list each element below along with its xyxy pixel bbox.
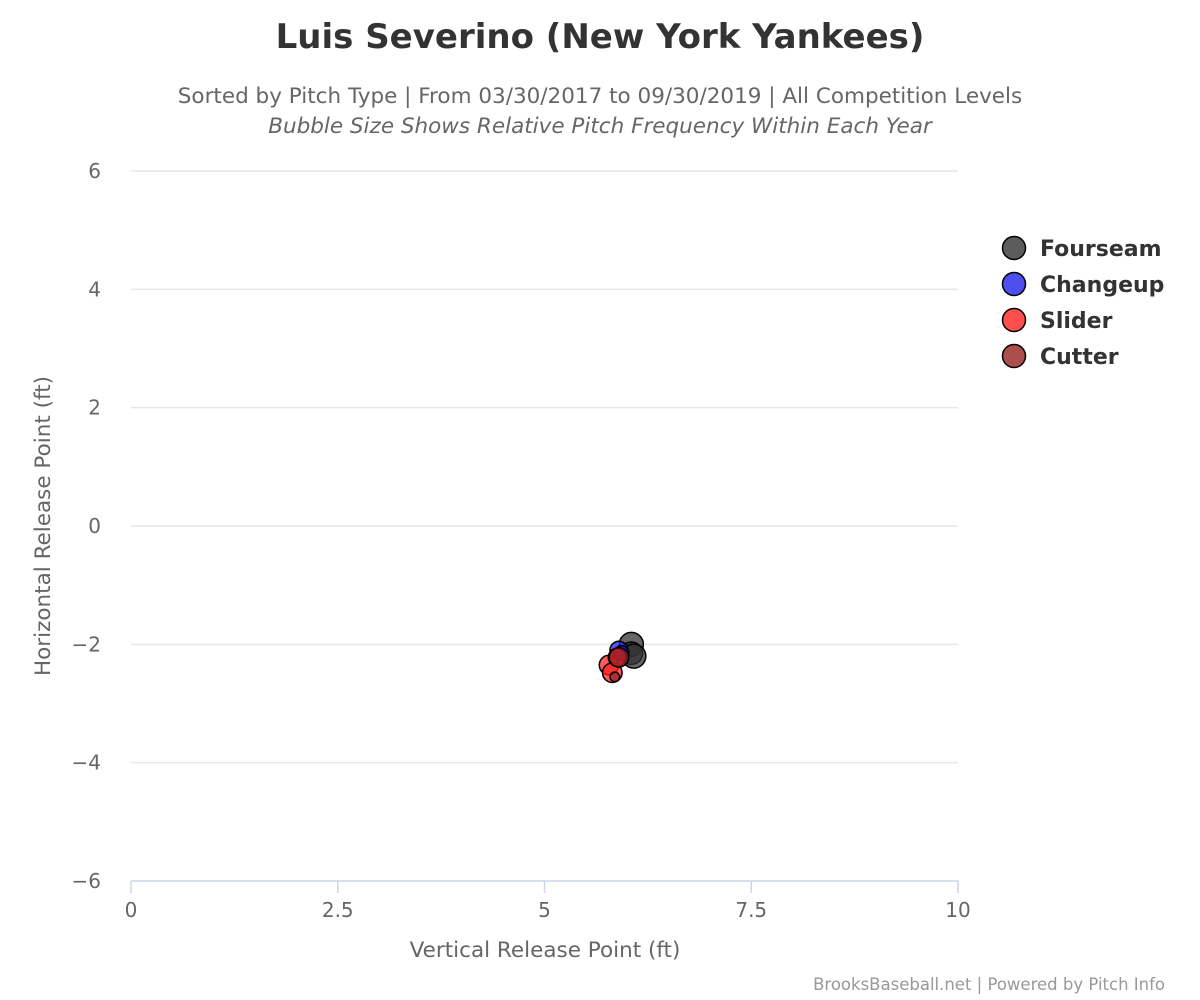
x-tick-label: 7.5	[735, 898, 767, 922]
legend-item-changeup[interactable]: Changeup	[1001, 271, 1165, 299]
y-tick-label: 6	[88, 159, 101, 183]
y-tick-label: 0	[88, 514, 101, 538]
x-tick-label: 10	[945, 898, 970, 922]
scatter-points	[598, 631, 647, 684]
x-axis-title: Vertical Release Point (ft)	[410, 938, 681, 963]
grid-lines	[131, 170, 958, 764]
legend: Fourseam Changeup Slider Cutter	[1001, 235, 1165, 371]
point-cutter-0[interactable]	[608, 646, 630, 668]
legend-marker	[1001, 235, 1027, 261]
chart-title: Luis Severino (New York Yankees)	[276, 17, 925, 57]
legend-label: Slider	[1040, 309, 1113, 334]
legend-marker	[1001, 343, 1027, 369]
chart-subtitle: Sorted by Pitch Type | From 03/30/2017 t…	[178, 84, 1022, 109]
legend-label: Cutter	[1040, 345, 1119, 370]
y-tick-label: 4	[88, 277, 101, 301]
point-cutter-1[interactable]	[609, 671, 621, 683]
y-tick-label: −2	[72, 632, 101, 656]
legend-item-fourseam[interactable]: Fourseam	[1001, 235, 1162, 263]
y-tick-label: −4	[72, 751, 101, 775]
legend-marker	[1001, 271, 1027, 297]
credits-text[interactable]: BrooksBaseball.net | Powered by Pitch In…	[813, 975, 1165, 994]
y-axis-ticks: 6 4 2 0 −2 −4 −6	[72, 159, 101, 893]
y-axis-title: Horizontal Release Point (ft)	[31, 376, 56, 676]
legend-item-cutter[interactable]: Cutter	[1001, 343, 1119, 371]
chart-subtitle-bubble-size: Bubble Size Shows Relative Pitch Frequen…	[268, 114, 933, 139]
x-axis: 0 2.5 5 7.5 10	[125, 880, 971, 922]
legend-item-slider[interactable]: Slider	[1001, 307, 1113, 335]
y-tick-label: −6	[72, 869, 101, 893]
legend-marker	[1001, 307, 1027, 333]
legend-label: Fourseam	[1040, 237, 1162, 262]
x-tick-label: 2.5	[322, 898, 354, 922]
x-tick-label: 0	[125, 898, 138, 922]
legend-label: Changeup	[1040, 273, 1164, 298]
x-tick-label: 5	[538, 898, 551, 922]
y-tick-label: 2	[88, 396, 101, 420]
